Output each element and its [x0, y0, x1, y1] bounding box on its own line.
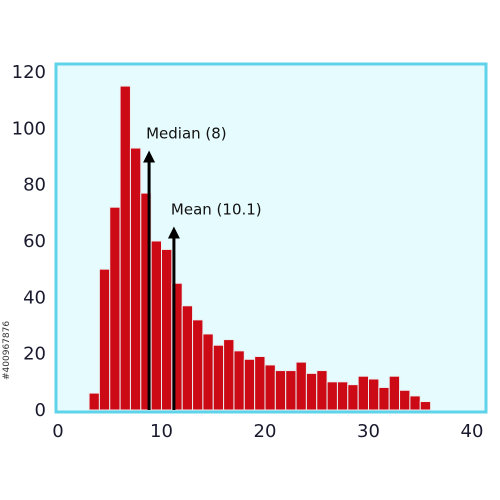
histogram-bar	[347, 384, 359, 411]
histogram-bar	[316, 370, 328, 411]
histogram-bar	[202, 333, 214, 411]
histogram-bar	[357, 375, 369, 411]
histogram-bar	[336, 381, 349, 411]
x-tick-label: 30	[357, 421, 380, 442]
bars-group	[88, 85, 432, 411]
y-tick-label: 0	[35, 400, 46, 421]
histogram-bar	[254, 355, 266, 411]
y-tick-label: 80	[23, 175, 46, 196]
x-tick-label: 20	[254, 421, 277, 442]
mean-label: Mean (10.1)	[171, 201, 262, 219]
histogram-bar	[326, 381, 338, 411]
y-tick-label: 120	[12, 62, 46, 83]
y-tick-label: 20	[23, 344, 46, 365]
histogram-bar	[119, 85, 131, 411]
histogram-bar	[368, 378, 380, 411]
histogram-bar	[264, 364, 276, 411]
histogram-bar	[295, 361, 307, 411]
histogram-bar	[305, 372, 318, 411]
annotations-group: Median (8) Mean (10.1)	[143, 125, 262, 410]
histogram-bar	[388, 375, 401, 411]
histogram-bar	[409, 395, 421, 411]
histogram-bar	[129, 147, 142, 411]
median-label: Median (8)	[146, 125, 227, 143]
histogram-bar	[150, 240, 162, 411]
y-tick-label: 60	[23, 231, 46, 252]
histogram-bar	[274, 370, 287, 411]
x-tick-label: 0	[52, 421, 63, 442]
histogram-bar	[109, 206, 121, 411]
histogram-bar	[212, 344, 225, 411]
histogram-bar	[161, 248, 173, 411]
histogram-bar	[181, 305, 194, 411]
histogram-bar	[88, 392, 100, 411]
histogram-bar	[285, 370, 297, 411]
x-tick-label: 10	[150, 421, 173, 442]
y-tick-label: 100	[12, 118, 46, 139]
x-tick-label: 40	[461, 421, 484, 442]
histogram-bar	[399, 389, 411, 411]
histogram-bar	[223, 339, 235, 411]
histogram-bar	[233, 350, 245, 411]
histogram-bar	[98, 268, 111, 411]
y-axis-ticks: 0 20 40 60 80 100 120	[12, 62, 46, 421]
stock-id-label: #400967876	[2, 320, 12, 380]
histogram-bar	[192, 319, 204, 411]
x-axis-ticks: 0 10 20 30 40	[52, 421, 483, 442]
y-tick-label: 40	[23, 287, 46, 308]
histogram-bar	[419, 401, 432, 411]
histogram-bar	[378, 386, 390, 411]
histogram-bar	[243, 358, 256, 411]
